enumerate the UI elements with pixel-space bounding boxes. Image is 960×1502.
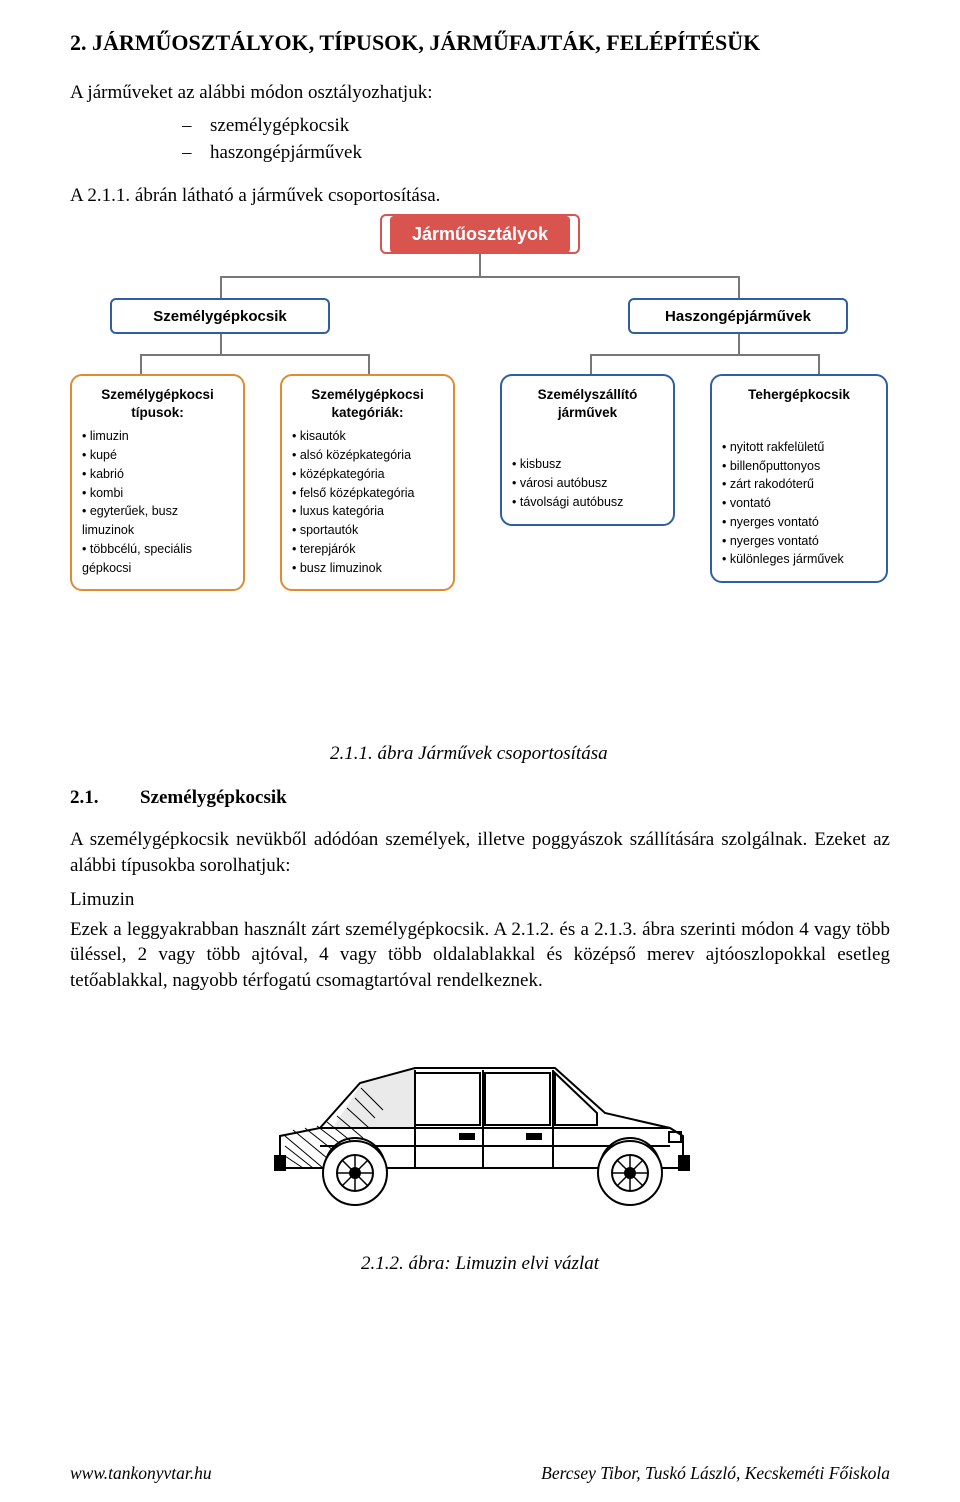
intro-text: A járműveket az alábbi módon osztályozha… bbox=[70, 80, 890, 106]
diagram-root-box: Járműosztályok bbox=[380, 214, 580, 254]
diagram-box-3-items: nyitott rakfelületű billenőputtonyos zár… bbox=[722, 438, 876, 569]
diagram-box-3: Tehergépkocsik nyitott rakfelületű bille… bbox=[710, 374, 888, 583]
footer-right: Bercsey Tibor, Tuskó László, Kecskeméti … bbox=[541, 1463, 890, 1484]
paragraph-1: A személygépkocsik nevükből adódóan szem… bbox=[70, 827, 890, 878]
page-footer: www.tankonyvtar.hu Bercsey Tibor, Tuskó … bbox=[70, 1463, 890, 1484]
diagram-box-1-title: Személygépkocsi kategóriák: bbox=[292, 386, 443, 421]
diagram-box-1-items: kisautók alsó középkategória középkategó… bbox=[292, 427, 443, 577]
car-figure: 2.1.2. ábra: Limuzin elvi vázlat bbox=[70, 1018, 890, 1275]
limuzin-title: Limuzin bbox=[70, 889, 890, 911]
bullet-item: haszongépjárművek bbox=[210, 139, 890, 167]
diagram-box-0-items: limuzin kupé kabrió kombi egyterűek, bus… bbox=[82, 427, 233, 577]
intro-line-2: A 2.1.1. ábrán látható a járművek csopor… bbox=[70, 183, 890, 209]
diagram-level2-right-label: Haszongépjárművek bbox=[661, 302, 815, 331]
footer-left: www.tankonyvtar.hu bbox=[70, 1463, 212, 1484]
figure-1-caption: 2.1.1. ábra Járművek csoportosítása bbox=[70, 743, 890, 765]
diagram-box-2-items: kisbusz városi autóbusz távolsági autóbu… bbox=[512, 455, 663, 511]
classification-diagram: Járműosztályok Személygépkocsik Haszongé… bbox=[70, 214, 890, 729]
diagram-level2-left: Személygépkocsik bbox=[110, 298, 330, 334]
diagram-level2-right: Haszongépjárművek bbox=[628, 298, 848, 334]
figure-2-caption: 2.1.2. ábra: Limuzin elvi vázlat bbox=[70, 1253, 890, 1275]
diagram-box-2: Személyszállító járművek kisbusz városi … bbox=[500, 374, 675, 525]
bullet-item: személygépkocsik bbox=[210, 112, 890, 140]
diagram-root-label: Járműosztályok bbox=[390, 216, 570, 253]
diagram-box-2-title: Személyszállító járművek bbox=[512, 386, 663, 421]
diagram-box-3-title: Tehergépkocsik bbox=[722, 386, 876, 404]
subsection-heading: 2.1.Személygépkocsik bbox=[70, 787, 890, 809]
car-illustration bbox=[265, 1018, 695, 1228]
subsection-title: Személygépkocsik bbox=[140, 787, 287, 808]
section-heading: 2. JÁRMŰOSZTÁLYOK, TÍPUSOK, JÁRMŰFAJTÁK,… bbox=[70, 30, 890, 56]
subsection-number: 2.1. bbox=[70, 787, 140, 809]
paragraph-2: Ezek a leggyakrabban használt zárt szemé… bbox=[70, 917, 890, 994]
diagram-box-0: Személygépkocsi típusok: limuzin kupé ka… bbox=[70, 374, 245, 591]
diagram-level2-left-label: Személygépkocsik bbox=[149, 302, 290, 331]
intro-bullets: személygépkocsik haszongépjárművek bbox=[70, 112, 890, 167]
diagram-box-0-title: Személygépkocsi típusok: bbox=[82, 386, 233, 421]
diagram-box-1: Személygépkocsi kategóriák: kisautók als… bbox=[280, 374, 455, 591]
